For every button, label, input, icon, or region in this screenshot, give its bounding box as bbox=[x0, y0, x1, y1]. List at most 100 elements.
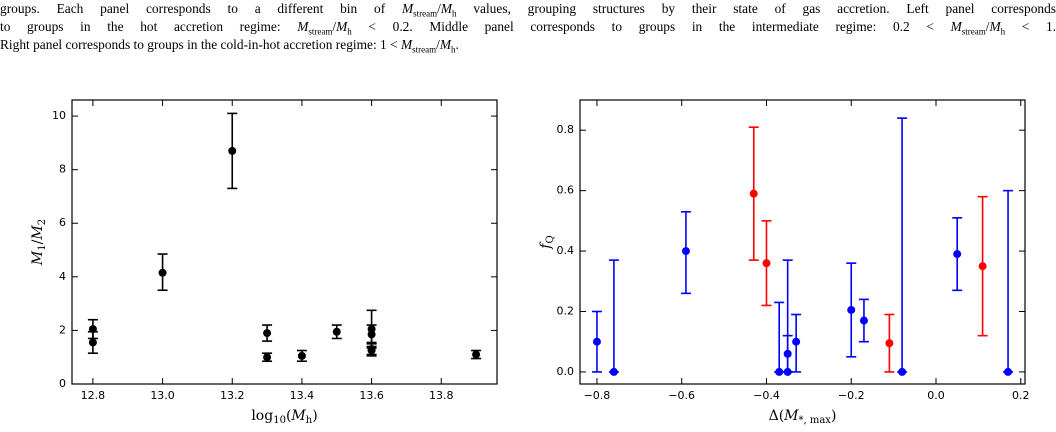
caption-text: Right panel corresponds to groups in the… bbox=[0, 37, 401, 52]
y-tick-label: 0.6 bbox=[557, 184, 575, 197]
label-text: ( bbox=[286, 408, 291, 424]
y-tick-label: 0.0 bbox=[557, 365, 575, 378]
caption-text: . bbox=[455, 37, 459, 52]
math-symbol: M bbox=[783, 408, 799, 424]
data-point bbox=[859, 316, 868, 325]
math-subscript: stream bbox=[412, 44, 437, 55]
caption-line: Right panel corresponds to groups in the… bbox=[0, 36, 1056, 54]
data-point bbox=[609, 367, 618, 376]
x-tick-label: −0.2 bbox=[838, 389, 865, 402]
math-symbol: M bbox=[989, 19, 1001, 34]
plot-frame bbox=[71, 99, 498, 385]
x-tick-label: 13.6 bbox=[359, 389, 384, 402]
data-point bbox=[332, 327, 341, 336]
caption-text: / bbox=[436, 37, 440, 52]
data-point bbox=[978, 262, 987, 271]
data-point bbox=[762, 259, 771, 268]
x-tick-label: −0.6 bbox=[668, 389, 695, 402]
x-tick-label: −0.8 bbox=[584, 389, 611, 402]
caption-line: to groups in the hot accretion regime: M… bbox=[0, 18, 1056, 36]
x-tick-label: 0.0 bbox=[927, 389, 945, 402]
data-point bbox=[1004, 367, 1013, 376]
math-symbol: M bbox=[439, 37, 452, 52]
data-point bbox=[749, 189, 758, 198]
data-point bbox=[263, 353, 272, 362]
caption-text: / bbox=[437, 1, 441, 16]
math-subscript: 10 bbox=[273, 415, 286, 426]
math-subscript: stream bbox=[413, 8, 438, 19]
y-axis-label: fQ​ bbox=[538, 235, 556, 249]
caption-text: groups. Each panel corresponds to a diff… bbox=[0, 1, 402, 16]
math-subscript: h bbox=[1000, 26, 1006, 37]
math-symbol: f bbox=[538, 241, 554, 250]
data-point bbox=[158, 268, 167, 277]
math-symbol: M bbox=[290, 408, 306, 424]
math-subscript: Q bbox=[545, 235, 556, 243]
y-tick-label: 2 bbox=[59, 323, 66, 336]
data-point bbox=[592, 337, 601, 346]
math-subscript: h bbox=[451, 44, 456, 55]
data-point bbox=[88, 338, 97, 347]
x-tick-label: 13.2 bbox=[220, 389, 245, 402]
y-tick-label: 0.4 bbox=[557, 244, 575, 257]
data-point bbox=[847, 305, 856, 314]
y-tick-label: 8 bbox=[59, 163, 66, 176]
label-text: log bbox=[251, 408, 273, 424]
x-tick-label: −0.4 bbox=[753, 389, 780, 402]
math-symbol: M bbox=[30, 250, 46, 266]
data-point bbox=[367, 330, 376, 339]
math-subscript: h bbox=[306, 415, 313, 426]
y-tick-label: 6 bbox=[59, 216, 66, 229]
math-symbol: M bbox=[30, 225, 46, 241]
data-point bbox=[472, 350, 481, 359]
data-point bbox=[898, 367, 907, 376]
data-point bbox=[783, 349, 792, 358]
caption-text: / bbox=[332, 19, 337, 34]
y-tick-label: 0.8 bbox=[557, 123, 575, 136]
caption-text: < 0.2. Middle panel corresponds to group… bbox=[351, 19, 951, 34]
data-point bbox=[953, 250, 962, 259]
math-symbol: M bbox=[440, 1, 453, 16]
data-point bbox=[885, 339, 894, 348]
plot-frame bbox=[579, 99, 1026, 385]
caption-line: groups. Each panel corresponds to a diff… bbox=[0, 0, 1056, 18]
math-subscript: stream bbox=[308, 26, 333, 37]
caption-text: / bbox=[985, 19, 990, 34]
data-point bbox=[297, 351, 306, 360]
y-tick-label: 0.2 bbox=[557, 304, 575, 317]
label-text: / bbox=[30, 239, 46, 244]
data-point bbox=[263, 329, 272, 338]
y-tick-label: 0 bbox=[59, 377, 66, 390]
y-axis-label: M1​/M2​ bbox=[30, 219, 48, 266]
x-tick-label: 13.8 bbox=[429, 389, 454, 402]
caption-text: < 1. bbox=[1005, 19, 1056, 34]
math-subscript: 1 bbox=[37, 244, 48, 250]
data-point bbox=[792, 337, 801, 346]
math-subscript: *, max bbox=[799, 415, 832, 426]
math-symbol: M bbox=[336, 19, 348, 34]
data-point bbox=[681, 247, 690, 256]
data-point bbox=[228, 146, 237, 155]
x-axis-label: Δ(M*, max​) bbox=[769, 408, 837, 426]
math-subscript: 2 bbox=[37, 219, 48, 225]
caption: groups. Each panel corresponds to a diff… bbox=[0, 0, 1056, 54]
math-symbol: M bbox=[950, 19, 962, 34]
x-tick-label: 13.0 bbox=[150, 389, 175, 402]
math-symbol: M bbox=[401, 1, 414, 16]
label-text: Δ( bbox=[769, 408, 785, 424]
x-axis-label: log10​(Mh​) bbox=[251, 408, 317, 426]
math-subscript: stream bbox=[961, 26, 986, 37]
data-point bbox=[775, 367, 784, 376]
label-text: ) bbox=[312, 408, 317, 424]
caption-text: values, grouping structures by their sta… bbox=[456, 1, 1056, 16]
data-point bbox=[367, 346, 376, 355]
x-tick-label: 12.8 bbox=[81, 389, 106, 402]
label-text: ) bbox=[831, 408, 836, 424]
y-tick-label: 4 bbox=[59, 270, 66, 283]
math-subscript: h bbox=[347, 26, 352, 37]
math-symbol: M bbox=[297, 19, 309, 34]
caption-text: to groups in the hot accretion regime: bbox=[0, 19, 298, 34]
math-symbol: M bbox=[401, 37, 413, 52]
